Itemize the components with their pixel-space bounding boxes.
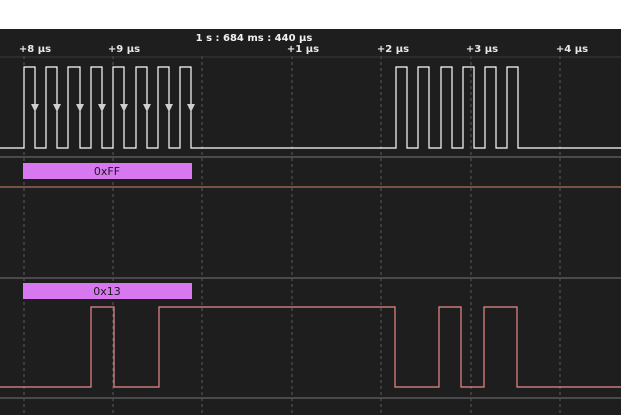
reference-time-label: 1 s : 684 ms : 440 µs <box>196 33 313 44</box>
clock-channel-waveform[interactable] <box>0 66 621 149</box>
decoder-frame-0xff[interactable]: 0xFF <box>23 163 192 179</box>
grid-lines <box>23 56 561 415</box>
top-bar <box>0 0 621 29</box>
time-tick-label: +1 µs <box>287 44 319 55</box>
sample-markers <box>31 104 195 112</box>
waveform-panel[interactable]: 1 s : 684 ms : 440 µs +8 µs +9 µs +1 µs … <box>0 29 621 415</box>
sample-arrow-icon <box>76 104 84 112</box>
decoder-bar[interactable] <box>23 163 192 179</box>
timeline-ruler[interactable]: 1 s : 684 ms : 440 µs +8 µs +9 µs +1 µs … <box>19 33 588 55</box>
decoder-value: 0xFF <box>94 165 120 178</box>
decoder-frame-0x13[interactable]: 0x13 <box>23 283 192 299</box>
sample-arrow-icon <box>165 104 173 112</box>
sample-arrow-icon <box>31 104 39 112</box>
sample-arrow-icon <box>120 104 128 112</box>
time-tick-label: +4 µs <box>556 44 588 55</box>
sample-arrow-icon <box>98 104 106 112</box>
data-channel-waveform[interactable] <box>0 306 621 388</box>
decoder-value: 0x13 <box>93 285 121 298</box>
time-tick-label: +8 µs <box>19 44 51 55</box>
sample-arrow-icon <box>143 104 151 112</box>
sample-arrow-icon <box>53 104 61 112</box>
time-tick-label: +2 µs <box>377 44 409 55</box>
time-tick-label: +9 µs <box>108 44 140 55</box>
sample-arrow-icon <box>187 104 195 112</box>
time-tick-label: +3 µs <box>466 44 498 55</box>
decoder-bar[interactable] <box>23 283 192 299</box>
waveform-canvas[interactable]: 1 s : 684 ms : 440 µs +8 µs +9 µs +1 µs … <box>0 29 621 415</box>
